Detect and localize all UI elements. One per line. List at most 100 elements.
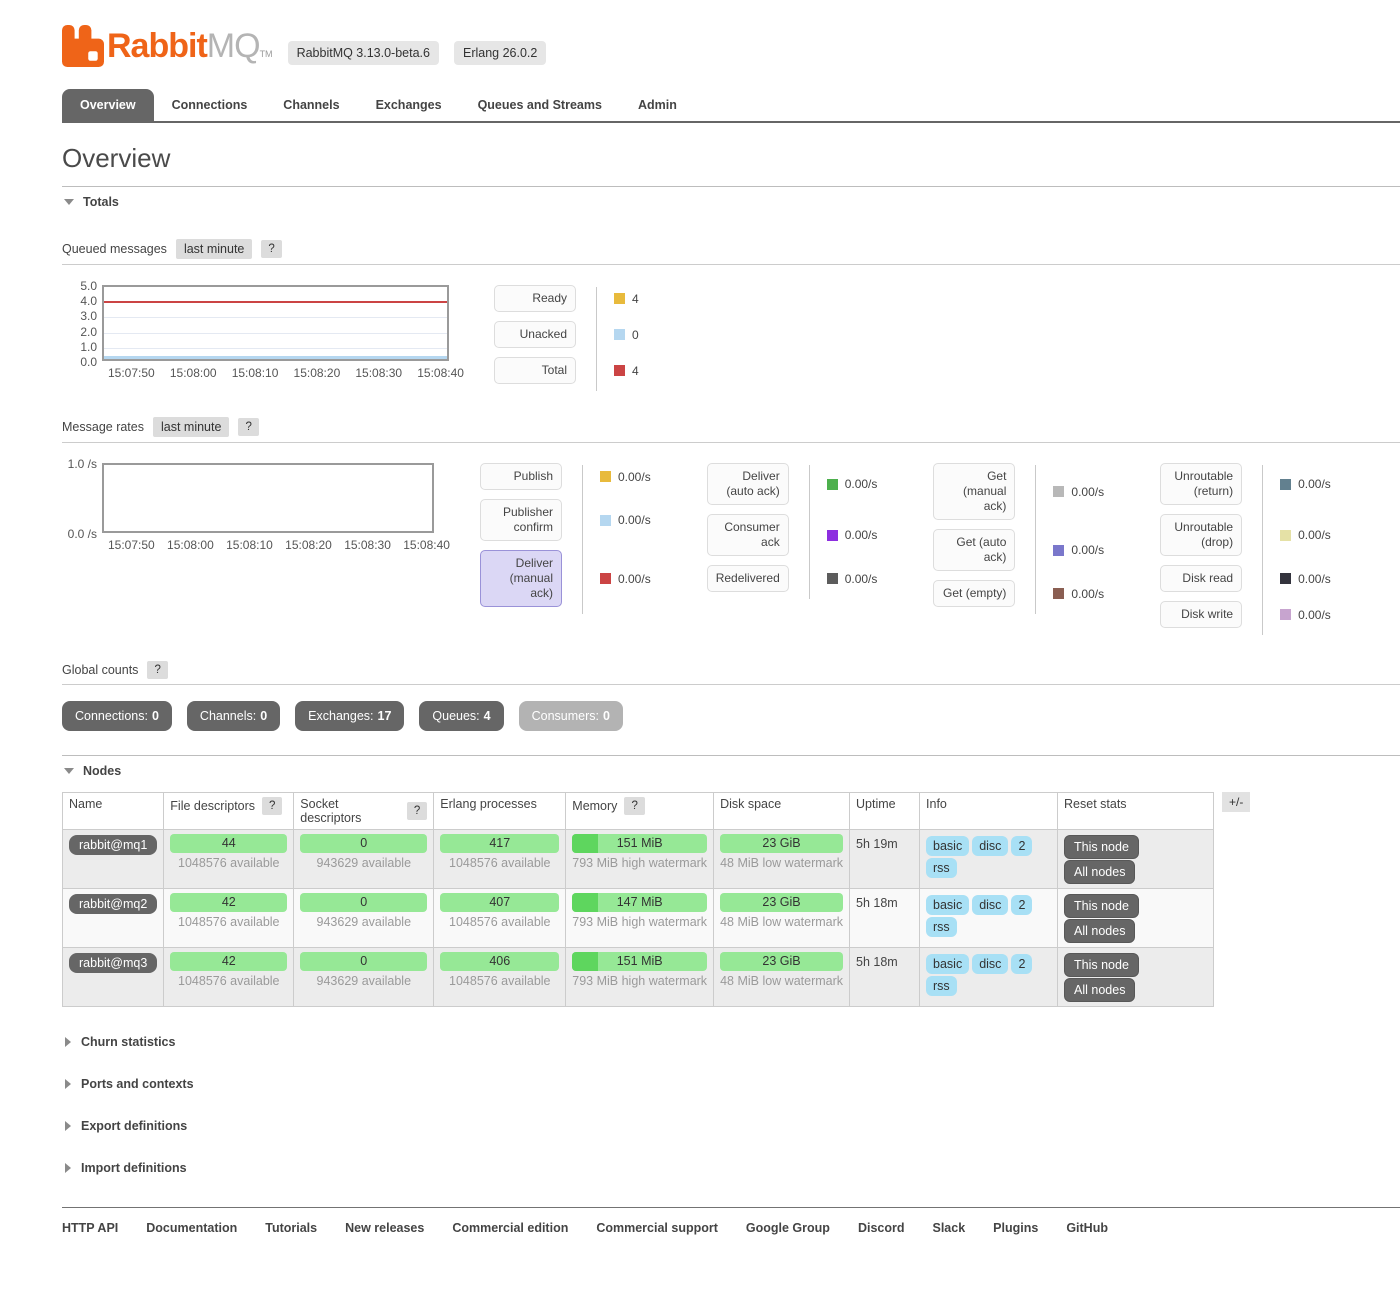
queued-legend: Ready 4 Unacked 0 Total 4 xyxy=(494,285,639,393)
publish-legend-button[interactable]: Publish xyxy=(480,463,562,490)
footer-link-slack[interactable]: Slack xyxy=(932,1221,966,1235)
info-badge-2[interactable]: 2 xyxy=(1011,895,1033,915)
consumer-ack-rate: 0.00/s xyxy=(844,528,878,542)
rates-help-icon[interactable]: ? xyxy=(238,418,259,436)
reset-all-nodes-button[interactable]: All nodes xyxy=(1064,978,1136,1002)
info-badge-rss[interactable]: rss xyxy=(926,858,957,878)
reset-this-node-button[interactable]: This node xyxy=(1064,894,1139,918)
message-rates-header: Message rates last minute ? xyxy=(62,417,1400,443)
info-badge-disc[interactable]: disc xyxy=(972,836,1009,856)
rates-chart: 1.0 /s 0.0 /s 15:07:50 15:08:00 15:08:10… xyxy=(68,457,450,552)
reset-this-node-button[interactable]: This node xyxy=(1064,835,1139,859)
tab-channels[interactable]: Channels xyxy=(283,98,340,112)
info-badge-disc[interactable]: disc xyxy=(972,954,1009,974)
rates-legend-col-1: Publish 0.00/s Publisher confirm 0.00/s … xyxy=(480,463,651,616)
reset-all-nodes-button[interactable]: All nodes xyxy=(1064,919,1136,943)
footer-link-tutorials[interactable]: Tutorials xyxy=(265,1221,318,1235)
tab-admin[interactable]: Admin xyxy=(637,98,677,112)
churn-statistics-section[interactable]: Churn statistics xyxy=(62,1035,1400,1049)
node-row-mq2: rabbit@mq2 42 1048576 available 0 943629 a… xyxy=(61,888,1215,948)
fd-help-icon[interactable]: ? xyxy=(262,797,283,815)
reset-stats-cell: This nodeAll nodes xyxy=(1057,888,1215,948)
export-definitions-section[interactable]: Export definitions xyxy=(62,1119,1400,1133)
footer-link-new-releases[interactable]: New releases xyxy=(345,1221,425,1235)
col-reset-stats: Reset stats xyxy=(1057,792,1215,830)
disk-read-legend-button[interactable]: Disk read xyxy=(1160,565,1243,592)
footer-link-commercial-support[interactable]: Commercial support xyxy=(596,1221,718,1235)
footer-link-documentation[interactable]: Documentation xyxy=(146,1221,238,1235)
info-badge-basic[interactable]: basic xyxy=(926,836,970,856)
info-badge-disc[interactable]: disc xyxy=(972,895,1009,915)
info-badge-basic[interactable]: basic xyxy=(926,954,970,974)
node-name-badge[interactable]: rabbit@mq3 xyxy=(69,953,158,973)
column-toggle-button[interactable]: +/- xyxy=(1222,792,1251,812)
info-badge-rss[interactable]: rss xyxy=(926,976,957,996)
get-empty-rate: 0.00/s xyxy=(1071,586,1105,601)
info-badge-2[interactable]: 2 xyxy=(1011,836,1033,856)
get-manual-ack-legend-button[interactable]: Get (manual ack) xyxy=(933,463,1016,520)
consumer-ack-legend-button[interactable]: Consumer ack xyxy=(706,514,789,556)
unroutable-return-rate: 0.00/s xyxy=(1298,477,1331,491)
node-name-badge[interactable]: rabbit@mq2 xyxy=(69,894,158,914)
unroutable-drop-legend-button[interactable]: Unroutable (drop) xyxy=(1160,514,1243,556)
rates-legend-col-4: Unroutable (return) 0.00/s Unroutable (d… xyxy=(1160,463,1331,637)
rates-range-chip[interactable]: last minute xyxy=(152,417,230,437)
get-empty-legend-button[interactable]: Get (empty) xyxy=(933,580,1016,607)
total-legend-button[interactable]: Total xyxy=(494,357,576,384)
ports-and-contexts-section[interactable]: Ports and contexts xyxy=(62,1077,1400,1091)
publisher-confirm-legend-button[interactable]: Publisher confirm xyxy=(480,499,562,541)
reset-this-node-button[interactable]: This node xyxy=(1064,953,1139,977)
node-name-badge[interactable]: rabbit@mq1 xyxy=(69,835,158,855)
queued-range-chip[interactable]: last minute xyxy=(175,239,253,259)
proc-bar: 406 xyxy=(440,952,560,971)
ready-legend-button[interactable]: Ready xyxy=(494,285,576,312)
import-definitions-section[interactable]: Import definitions xyxy=(62,1161,1400,1175)
channels-count-button[interactable]: Channels: 0 xyxy=(186,701,281,731)
x-tick: 15:07:50 xyxy=(108,538,155,552)
sd-help-icon[interactable]: ? xyxy=(406,802,428,820)
deliver-manual-ack-legend-button[interactable]: Deliver (manual ack) xyxy=(480,550,562,607)
x-tick: 15:08:40 xyxy=(403,538,450,552)
gridline xyxy=(104,333,447,334)
footer-link-discord[interactable]: Discord xyxy=(857,1221,905,1235)
unroutable-return-legend-button[interactable]: Unroutable (return) xyxy=(1160,463,1243,505)
tab-queues-and-streams[interactable]: Queues and Streams xyxy=(477,98,602,112)
unacked-legend-button[interactable]: Unacked xyxy=(494,321,576,348)
footer-link-http-api[interactable]: HTTP API xyxy=(62,1221,119,1235)
disk-write-legend-button[interactable]: Disk write xyxy=(1160,601,1243,628)
footer-link-commercial-edition[interactable]: Commercial edition xyxy=(452,1221,569,1235)
info-badge-2[interactable]: 2 xyxy=(1011,954,1033,974)
global-counts-help-icon[interactable]: ? xyxy=(147,661,168,679)
footer-link-google-group[interactable]: Google Group xyxy=(745,1221,830,1235)
consumers-count: 0 xyxy=(603,709,610,723)
queued-help-icon[interactable]: ? xyxy=(261,240,282,258)
col-name: Name xyxy=(61,792,165,830)
reset-all-nodes-button[interactable]: All nodes xyxy=(1064,860,1136,884)
connections-count-button[interactable]: Connections: 0 xyxy=(62,701,172,731)
footer-link-github[interactable]: GitHub xyxy=(1066,1221,1108,1235)
footer-link-plugins[interactable]: Plugins xyxy=(993,1221,1039,1235)
redelivered-legend-button[interactable]: Redelivered xyxy=(706,565,789,592)
get-auto-ack-legend-button[interactable]: Get (auto ack) xyxy=(933,529,1016,571)
tab-overview[interactable]: Overview xyxy=(62,89,154,121)
tab-connections[interactable]: Connections xyxy=(171,98,248,112)
deliver-auto-ack-legend-button[interactable]: Deliver (auto ack) xyxy=(706,463,789,505)
main-tabs: Overview Connections Channels Exchanges … xyxy=(62,89,1400,123)
collapse-arrow-icon xyxy=(64,199,74,205)
legend-row-ready: Ready 4 xyxy=(494,285,639,312)
info-badge-basic[interactable]: basic xyxy=(926,895,970,915)
fd-bar: 42 xyxy=(170,952,288,971)
ready-count: 4 xyxy=(632,291,639,306)
memory-help-icon[interactable]: ? xyxy=(624,797,645,815)
info-badge-rss[interactable]: rss xyxy=(926,917,957,937)
queues-count-button[interactable]: Queues: 4 xyxy=(419,701,504,731)
nodes-section-header[interactable]: Nodes xyxy=(62,755,1400,784)
gridline xyxy=(104,348,447,349)
nodes-section-label: Nodes xyxy=(83,764,122,778)
consumer-ack-swatch-icon xyxy=(826,529,838,541)
tab-exchanges[interactable]: Exchanges xyxy=(375,98,442,112)
nodes-header-row: Name File descriptors? Socket descriptor… xyxy=(61,792,1215,830)
queued-plot-area xyxy=(102,285,449,361)
exchanges-count-button[interactable]: Exchanges: 17 xyxy=(295,701,405,731)
totals-section-header[interactable]: Totals xyxy=(62,186,1400,215)
